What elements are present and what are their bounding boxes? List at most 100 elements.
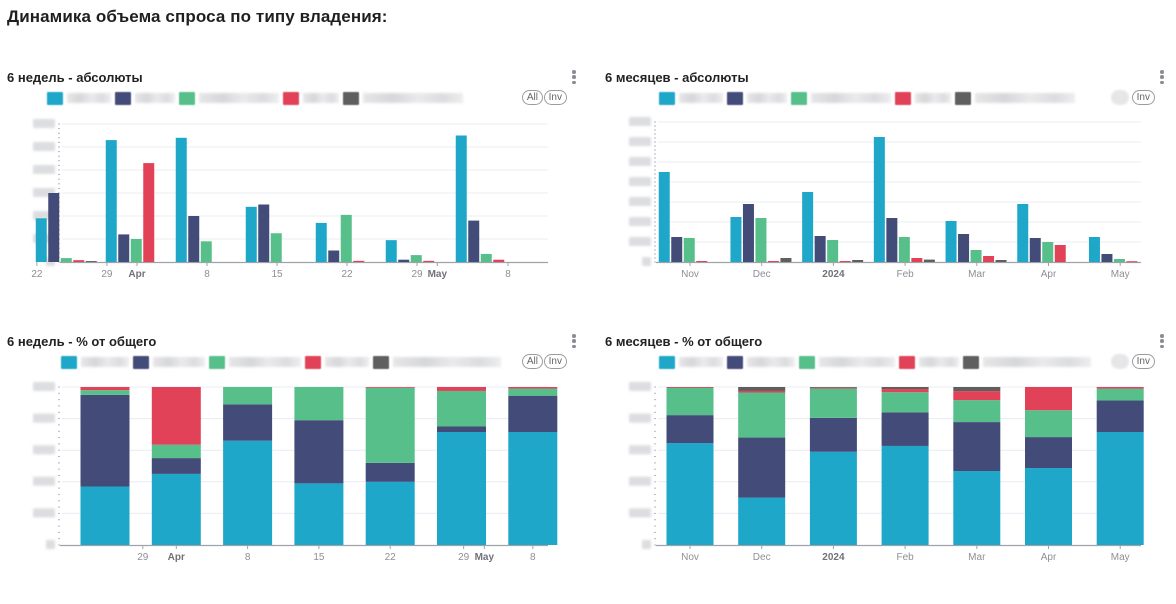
x-tick-label: Apr	[1041, 552, 1057, 563]
legend-swatch	[115, 91, 131, 105]
legend-item[interactable]	[209, 355, 301, 369]
x-tick-label: 8	[505, 269, 511, 280]
legend-invert-button[interactable]: Inv	[543, 90, 567, 105]
panel-title: 6 недель - % от общего	[7, 334, 157, 349]
more-options-icon[interactable]	[1157, 68, 1167, 86]
more-options-icon[interactable]	[569, 68, 579, 86]
bar	[1113, 259, 1125, 262]
bar-segment	[437, 426, 486, 433]
x-tick-label: Apr	[168, 552, 185, 563]
legend-item[interactable]	[305, 355, 369, 369]
x-tick-label: Dec	[753, 269, 771, 280]
bar-segment	[151, 473, 201, 545]
bar-segment	[365, 387, 415, 463]
bar-chart: Nov Dec 2024 Feb Mar Apr May	[629, 117, 1141, 280]
bar-segment	[881, 412, 929, 446]
legend-swatch	[895, 91, 911, 105]
bar	[385, 240, 397, 262]
legend-swatch	[283, 91, 299, 105]
panel-title: 6 месяцев - % от общего	[605, 334, 763, 349]
bar	[328, 250, 340, 262]
stacked-bar-chart: Nov Dec 2024 Feb Mar Apr May	[629, 382, 1144, 563]
legend-invert-button[interactable]: Inv	[1131, 90, 1155, 105]
legend-label-obscured	[975, 93, 1075, 103]
y-tick-label-obscured	[33, 413, 55, 423]
legend-item[interactable]	[727, 355, 795, 369]
legend-swatch	[305, 355, 321, 369]
panel-weeks-percent: 6 недель - % от общего All Inv 29 Apr 8 15 2…	[7, 334, 579, 584]
legend-item[interactable]	[133, 355, 205, 369]
legend-item[interactable]	[179, 91, 279, 105]
legend-item[interactable]	[799, 355, 895, 369]
bar	[923, 259, 935, 262]
legend-label-obscured	[81, 357, 129, 367]
legend-label-obscured	[67, 93, 111, 103]
legend-item[interactable]	[963, 355, 1091, 369]
bar-segment	[738, 437, 786, 498]
bar-segment	[151, 444, 201, 459]
bar-segment	[809, 417, 857, 452]
legend-scroll-fade	[1111, 354, 1129, 369]
bar-segment	[666, 415, 714, 444]
legend-item[interactable]	[791, 91, 891, 105]
bar	[886, 218, 898, 262]
bar-segment	[80, 486, 130, 545]
bar	[802, 192, 814, 262]
x-tick-label: 22	[341, 269, 353, 280]
legend-item[interactable]	[115, 91, 175, 105]
bar-segment	[881, 445, 929, 545]
bar	[1126, 261, 1138, 263]
legend-item[interactable]	[61, 355, 129, 369]
y-tick-label-obscured	[629, 197, 651, 206]
bar-segment	[953, 391, 1001, 401]
bar	[35, 218, 47, 262]
legend-item[interactable]	[343, 91, 463, 105]
y-tick-label-obscured	[33, 382, 55, 391]
bar	[353, 260, 365, 262]
bar	[60, 258, 72, 262]
y-tick-label-obscured	[629, 177, 651, 186]
legend-swatch	[47, 91, 63, 105]
bar	[911, 258, 923, 262]
bar	[340, 214, 352, 262]
chart-legend	[659, 91, 1079, 105]
x-tick-label: 2024	[822, 552, 845, 563]
chart-legend	[47, 91, 467, 105]
panel-title: 6 месяцев - абсолюты	[605, 70, 749, 85]
legend-item[interactable]	[283, 91, 339, 105]
bar	[493, 259, 505, 262]
legend-item[interactable]	[47, 91, 111, 105]
legend-all-button[interactable]: All	[521, 354, 543, 369]
bar	[755, 218, 767, 262]
y-tick-label-obscured	[629, 117, 651, 126]
legend-item[interactable]	[955, 91, 1075, 105]
legend-item[interactable]	[895, 91, 951, 105]
bar	[85, 261, 97, 263]
bar	[315, 222, 327, 262]
more-options-icon[interactable]	[569, 332, 579, 350]
legend-item[interactable]	[899, 355, 959, 369]
bar-segment	[881, 389, 929, 393]
x-tick-label: Apr	[128, 269, 145, 280]
legend-all-button[interactable]: All	[521, 90, 543, 105]
stacked-bar-chart: 29 Apr 8 15 22 29 May 8	[33, 382, 558, 563]
more-options-icon[interactable]	[1157, 332, 1167, 350]
legend-item[interactable]	[727, 91, 787, 105]
x-tick-label: Feb	[896, 269, 914, 280]
x-tick-label: 29	[137, 552, 149, 563]
legend-item[interactable]	[659, 91, 723, 105]
x-tick-label: May	[428, 269, 448, 280]
bar-segment	[223, 440, 273, 545]
legend-invert-button[interactable]: Inv	[543, 354, 567, 369]
x-tick-label: 29	[101, 269, 113, 280]
legend-item[interactable]	[373, 355, 501, 369]
legend-item[interactable]	[659, 355, 723, 369]
legend-label-obscured	[811, 93, 891, 103]
bar	[258, 204, 270, 262]
bar-segment	[1025, 410, 1072, 438]
bar	[1088, 237, 1100, 262]
bar	[814, 236, 826, 262]
bar-segment	[294, 483, 344, 545]
legend-invert-button[interactable]: Inv	[1131, 354, 1155, 369]
legend-label-obscured	[363, 93, 463, 103]
